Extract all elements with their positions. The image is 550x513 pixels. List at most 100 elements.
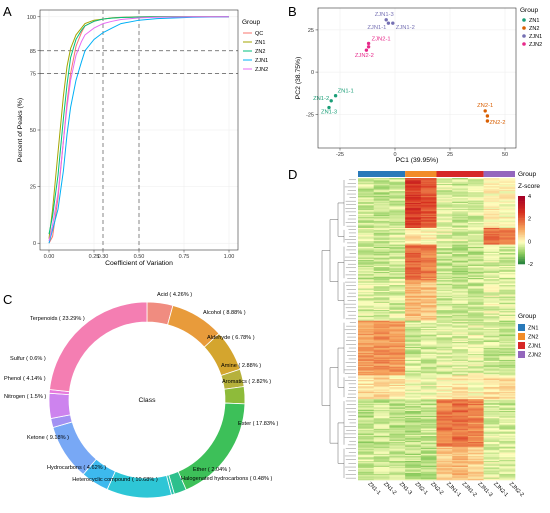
heatmap-cell	[499, 314, 516, 317]
heatmap-cell	[467, 349, 484, 351]
heatmap-cell	[389, 305, 406, 307]
heatmap-cell	[373, 323, 390, 325]
heatmap-cell	[389, 356, 406, 358]
heatmap-cell	[499, 397, 516, 400]
heatmap-cell	[452, 415, 469, 418]
heatmap-cell	[420, 396, 437, 399]
heatmap-cell	[358, 440, 374, 443]
heatmap-cell	[499, 463, 516, 465]
heatmap-cell	[467, 330, 484, 332]
heatmap-cell	[358, 330, 374, 332]
heatmap-cell	[358, 424, 374, 426]
heatmap-cell	[373, 327, 390, 330]
heatmap-cell	[420, 420, 437, 423]
heatmap-cell	[499, 343, 516, 345]
heatmap-cell	[452, 445, 469, 448]
heatmap-cell	[389, 426, 406, 428]
heatmap-cell	[358, 262, 374, 264]
heatmap-cell	[358, 242, 374, 244]
heatmap-cell	[499, 281, 516, 283]
colorbar-segment	[518, 204, 525, 207]
heatmap-cell	[483, 471, 500, 474]
heatmap-cell	[373, 248, 390, 250]
colorbar-tick-label: 2	[528, 217, 531, 223]
heatmap-cell	[436, 475, 453, 477]
heatmap-cell	[467, 334, 484, 337]
heatmap-cell	[436, 226, 453, 229]
heatmap-cell	[358, 315, 374, 318]
heatmap-cell	[420, 320, 437, 323]
heatmap-cell	[373, 383, 390, 386]
heatmap-cell	[358, 299, 374, 301]
heatmap-cell	[373, 251, 390, 254]
heatmap-cell	[405, 370, 422, 373]
heatmap-cell	[405, 236, 422, 238]
heatmap-cell	[373, 330, 390, 332]
heatmap-cell	[373, 304, 390, 306]
heatmap-cell	[499, 231, 516, 233]
donut-slice-label: Ester ( 17.83% )	[238, 421, 279, 427]
heatmap-cell	[452, 246, 469, 249]
heatmap-cell	[405, 419, 422, 421]
heatmap-cell	[452, 471, 469, 474]
heatmap-cell	[467, 359, 484, 362]
heatmap-cell	[499, 205, 516, 207]
heatmap-cell	[389, 337, 406, 339]
heatmap-cell	[389, 210, 406, 212]
heatmap-cell	[499, 279, 516, 281]
heatmap-cell	[373, 451, 390, 453]
heatmap-cell	[389, 475, 406, 477]
heatmap-cell	[358, 238, 374, 241]
heatmap-cell	[358, 380, 374, 382]
heatmap-cell	[420, 327, 437, 330]
heatmap-cell	[358, 458, 374, 461]
column-label: ZJN1-3	[476, 481, 493, 498]
point-label: ZJN1-1	[367, 25, 386, 31]
heatmap-cell	[499, 456, 516, 458]
heatmap-cell	[389, 449, 406, 451]
heatmap-cell	[467, 425, 484, 427]
heatmap-cell	[499, 192, 516, 194]
heatmap-cell	[389, 200, 406, 203]
heatmap-cell	[467, 229, 484, 231]
heatmap-cell	[373, 208, 390, 211]
heatmap-cell	[499, 336, 516, 338]
heatmap-cell	[467, 231, 484, 233]
heatmap-cell	[467, 308, 484, 311]
heatmap-cell	[499, 453, 516, 456]
heatmap-cell	[452, 382, 469, 384]
heatmap-cell	[467, 369, 484, 371]
heatmap-cell	[499, 236, 516, 238]
heatmap-cell	[389, 224, 406, 226]
heatmap-cell	[499, 216, 516, 218]
heatmap-cell	[358, 202, 374, 205]
heatmap-cell	[499, 386, 516, 388]
heatmap-cell	[467, 279, 484, 281]
heatmap-cell	[436, 235, 453, 237]
heatmap-cell	[436, 451, 453, 453]
heatmap-cell	[436, 269, 453, 272]
heatmap-cell	[483, 204, 500, 206]
heatmap-cell	[373, 244, 390, 247]
heatmap-cell	[358, 286, 374, 288]
heatmap-cell	[373, 265, 390, 268]
heatmap-cell	[420, 393, 437, 395]
heatmap-cell	[436, 372, 453, 375]
heatmap-cell	[467, 476, 484, 478]
donut-slice-label: Phenol ( 4.14% )	[4, 376, 46, 382]
heatmap-cell	[389, 232, 406, 235]
heatmap-cell	[452, 478, 469, 481]
heatmap-cell	[436, 377, 453, 380]
heatmap-cell	[373, 380, 390, 382]
heatmap-cell	[483, 458, 500, 461]
heatmap-cell	[467, 273, 484, 275]
heatmap-cell	[405, 421, 422, 424]
heatmap-cell	[483, 465, 500, 468]
heatmap-cell	[373, 213, 390, 216]
heatmap-cell	[436, 211, 453, 213]
heatmap-cell	[405, 298, 422, 300]
heatmap-cell	[452, 293, 469, 295]
heatmap-cell	[483, 428, 500, 431]
heatmap-cell	[373, 443, 390, 445]
heatmap-cell	[467, 384, 484, 387]
